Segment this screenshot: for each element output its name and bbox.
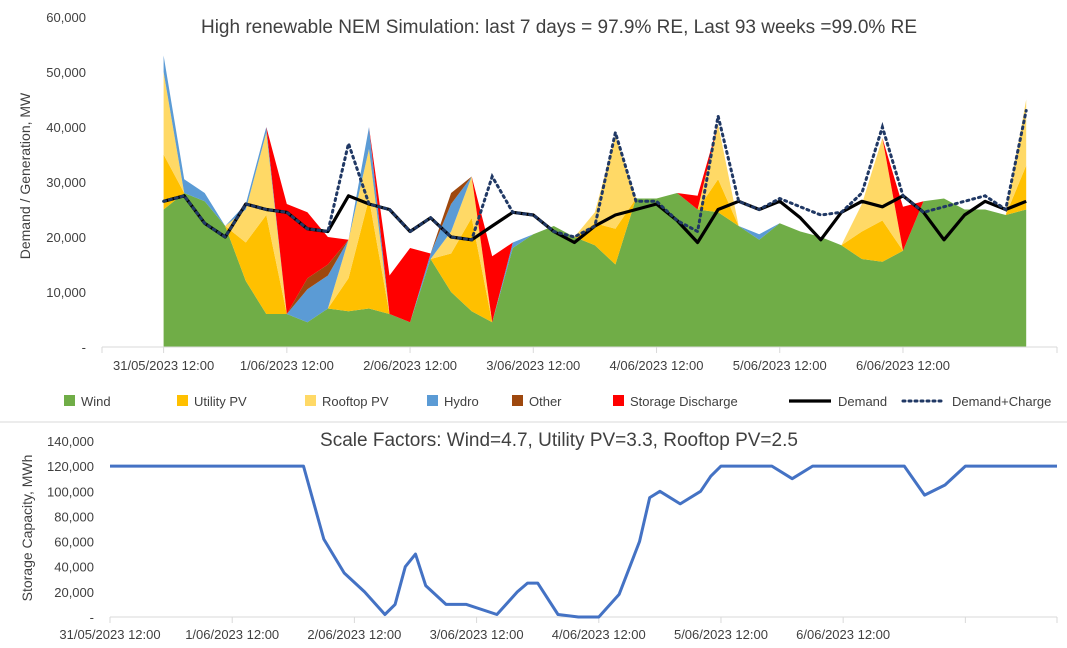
x-tick-label: 1/06/2023 12:00 [240,358,334,373]
y-axis-ticks: - 20,000 40,000 60,000 80,000 100,000 120,000 1… [47,434,94,625]
y-tick-label: 50,000 [46,65,86,80]
x-tick-label: 6/06/2023 12:00 [856,358,950,373]
x-tick-label: 31/05/2023 12:00 [113,358,214,373]
legend-label-demand-charge: Demand+Charge [952,394,1051,409]
x-tick-label: 1/06/2023 12:00 [185,627,279,642]
y-tick-label: 30,000 [46,175,86,190]
x-tick-label: 5/06/2023 12:00 [733,358,827,373]
storage-chart-title: Scale Factors: Wind=4.7, Utility PV=3.3,… [320,430,798,451]
legend-label-wind: Wind [81,394,111,409]
x-tick-label: 6/06/2023 12:00 [796,627,890,642]
x-tick-label: 4/06/2023 12:00 [610,358,704,373]
y-tick-label: 120,000 [47,459,94,474]
x-tick-label: 3/06/2023 12:00 [486,358,580,373]
x-axis-ticks: 31/05/2023 12:00 1/06/2023 12:00 2/06/2023… [59,617,1058,642]
legend-label-utility-pv: Utility PV [194,394,247,409]
generation-chart: 31/05/2023 12:00 1/06/2023 12:00 2/06/2023… [17,10,1058,373]
demand-lines [162,109,1028,245]
x-axis-ticks: 31/05/2023 12:00 1/06/2023 12:00 2/06/2023… [101,347,1058,373]
y-tick-label: 60,000 [46,10,86,25]
line-demand-charge [162,109,1028,242]
chart-legend: Wind Utility PV Rooftop PV Hydro Other Storag… [64,394,1051,409]
legend-swatch-storage-discharge [613,395,624,406]
legend-label-storage-discharge: Storage Discharge [630,394,738,409]
y-tick-label: 20,000 [46,230,86,245]
x-tick-label: 2/06/2023 12:00 [363,358,457,373]
legend-swatch-rooftop-pv [305,395,316,406]
generation-areas [163,55,1027,347]
legend-label-other: Other [529,394,562,409]
y-tick-label: 60,000 [54,535,94,550]
x-tick-label: 5/06/2023 12:00 [674,627,768,642]
storage-capacity-line [110,464,1057,619]
y-tick-label: 20,000 [54,585,94,600]
y-tick-label: 100,000 [47,484,94,499]
y-tick-label: 40,000 [46,120,86,135]
x-tick-label: 2/06/2023 12:00 [307,627,401,642]
storage-y-axis-label: Storage Capacity, MWh [19,455,35,602]
legend-label-hydro: Hydro [444,394,479,409]
legend-label-rooftop-pv: Rooftop PV [322,394,389,409]
y-tick-label: 40,000 [54,560,94,575]
storage-chart: 31/05/2023 12:00 1/06/2023 12:00 2/06/2023… [19,430,1058,642]
y-tick-label: 140,000 [47,434,94,449]
y-tick-label: - [90,610,94,625]
x-tick-label: 31/05/2023 12:00 [59,627,160,642]
x-tick-label: 3/06/2023 12:00 [430,627,524,642]
legend-label-demand: Demand [838,394,887,409]
storage-series [110,464,1057,619]
legend-swatch-hydro [427,395,438,406]
y-tick-label: - [82,340,86,355]
area-utility-pv [163,154,1027,323]
x-tick-label: 4/06/2023 12:00 [552,627,646,642]
legend-swatch-other [512,395,523,406]
y-tick-label: 10,000 [46,285,86,300]
legend-swatch-wind [64,395,75,406]
y-axis-ticks: - 10,000 20,000 30,000 40,000 50,000 60,000 [46,10,86,355]
generation-y-axis-label: Demand / Generation, MW [17,92,33,259]
area-wind [163,193,1027,347]
y-tick-label: 80,000 [54,509,94,524]
legend-swatch-utility-pv [177,395,188,406]
generation-chart-title: High renewable NEM Simulation: last 7 da… [201,17,917,38]
